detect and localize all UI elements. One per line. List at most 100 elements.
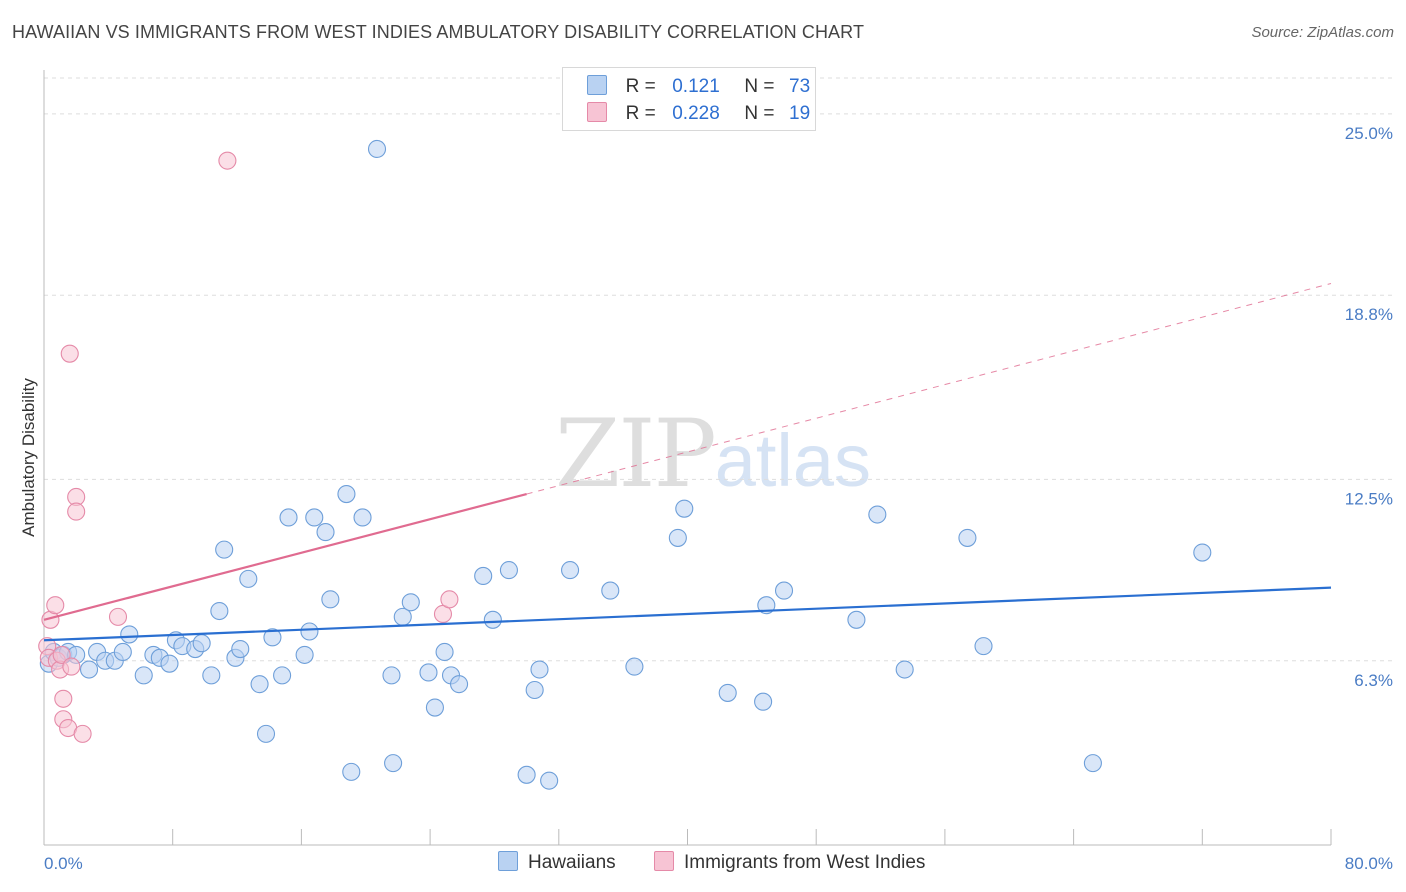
legend-label: Immigrants from West Indies bbox=[684, 852, 926, 873]
hawaiian-point bbox=[958, 528, 977, 547]
n-value: 19 bbox=[789, 103, 811, 124]
source-label: Source: ZipAtlas.com bbox=[1251, 24, 1394, 41]
hawaiian-point bbox=[895, 660, 914, 679]
legend-item-hawaiians: Hawaiians bbox=[498, 851, 616, 874]
west-indies-point bbox=[218, 151, 237, 170]
west-indies-point bbox=[54, 689, 73, 708]
hawaiian-point bbox=[757, 596, 776, 615]
hawaiian-point bbox=[300, 622, 319, 641]
hawaiian-point bbox=[120, 625, 139, 644]
hawaiian-point bbox=[250, 675, 269, 694]
west-indies-trend-line bbox=[43, 492, 527, 621]
y-tick-label: 6.3% bbox=[1354, 671, 1393, 690]
hawaiian-point bbox=[561, 561, 580, 580]
hawaiian-point bbox=[868, 505, 887, 524]
west-indies-point bbox=[46, 596, 65, 615]
r-label: R = bbox=[625, 103, 656, 124]
hawaiian-point bbox=[974, 637, 993, 656]
west-indies-trend-extension bbox=[526, 283, 1332, 495]
hawaiian-point bbox=[425, 698, 444, 717]
legend-label: Hawaiians bbox=[528, 852, 616, 873]
hawaiian-point bbox=[231, 640, 250, 659]
stats-legend: R = 0.121 N = 73 R = 0.228 N = 19 bbox=[562, 67, 816, 131]
y-tick-label: 25.0% bbox=[1345, 124, 1393, 143]
hawaiian-point bbox=[134, 666, 153, 685]
hawaiian-point bbox=[273, 666, 292, 685]
hawaiian-point bbox=[530, 660, 549, 679]
chart-title: HAWAIIAN VS IMMIGRANTS FROM WEST INDIES … bbox=[12, 22, 865, 42]
x-tick-label: 0.0% bbox=[44, 854, 83, 873]
watermark-atlas: atlas bbox=[714, 419, 872, 502]
hawaiian-point bbox=[384, 754, 403, 773]
hawaiian-point bbox=[239, 569, 258, 588]
hawaiian-point bbox=[499, 561, 518, 580]
watermark: ZIPatlas bbox=[555, 400, 871, 509]
hawaiian-point bbox=[342, 762, 361, 781]
hawaiian-point bbox=[256, 724, 276, 743]
hawaiian-point bbox=[754, 692, 773, 711]
west-indies-point bbox=[52, 645, 71, 664]
west-indies-swatch bbox=[587, 102, 607, 122]
hawaiian-point bbox=[113, 642, 132, 662]
hawaiian-point bbox=[192, 634, 211, 653]
legend-item-west-indies: Immigrants from West Indies bbox=[654, 851, 925, 874]
hawaiian-point bbox=[419, 663, 438, 682]
west-indies-point bbox=[108, 607, 128, 626]
hawaiian-point bbox=[305, 508, 324, 527]
hawaiian-point bbox=[382, 666, 401, 685]
hawaiian-point bbox=[279, 508, 298, 527]
series-legend: Hawaiians Immigrants from West Indies bbox=[0, 851, 1406, 879]
west-indies-point bbox=[440, 590, 459, 609]
hawaiian-point bbox=[774, 581, 794, 600]
hawaiian-point bbox=[517, 765, 536, 784]
stats-legend-row-west-indies: R = 0.228 N = 19 bbox=[587, 102, 810, 126]
hawaiian-point bbox=[202, 666, 221, 685]
hawaiians-swatch bbox=[587, 75, 607, 95]
hawaiian-point bbox=[474, 566, 493, 585]
hawaiian-point bbox=[160, 654, 179, 673]
x-tick-label: 80.0% bbox=[1345, 854, 1393, 873]
hawaiian-point bbox=[316, 523, 335, 542]
hawaiian-point bbox=[295, 645, 314, 664]
hawaiians-swatch bbox=[498, 851, 518, 871]
hawaiian-point bbox=[525, 680, 544, 700]
hawaiian-point bbox=[353, 508, 372, 527]
n-label: N = bbox=[744, 76, 775, 97]
hawaiian-point bbox=[718, 683, 737, 702]
west-indies-point bbox=[67, 502, 86, 521]
hawaiian-point bbox=[540, 771, 559, 790]
watermark-zip: ZIP bbox=[555, 400, 717, 509]
hawaiian-point bbox=[1193, 543, 1212, 562]
hawaiian-point bbox=[601, 581, 620, 600]
west-indies-point bbox=[60, 344, 79, 363]
hawaiians-trend-line bbox=[43, 586, 1332, 642]
hawaiian-point bbox=[1083, 754, 1102, 773]
hawaiian-point bbox=[668, 528, 687, 547]
r-value: 0.228 bbox=[672, 103, 720, 124]
hawaiian-point bbox=[483, 610, 502, 629]
hawaiian-point bbox=[215, 540, 234, 559]
n-value: 73 bbox=[789, 76, 811, 97]
hawaiian-point bbox=[79, 660, 99, 679]
hawaiian-point bbox=[450, 675, 469, 694]
stats-legend-row-hawaiians: R = 0.121 N = 73 bbox=[587, 75, 810, 99]
y-tick-label: 12.5% bbox=[1345, 489, 1393, 508]
hawaiian-point bbox=[210, 601, 229, 621]
west-indies-swatch bbox=[654, 851, 674, 871]
hawaiian-point bbox=[263, 628, 282, 647]
west-indies-point bbox=[62, 657, 81, 676]
y-tick-label: 18.8% bbox=[1345, 305, 1393, 324]
n-label: N = bbox=[744, 103, 775, 124]
y-axis-label: Ambulatory Disability bbox=[19, 378, 38, 537]
hawaiian-point bbox=[435, 642, 454, 662]
r-label: R = bbox=[625, 76, 656, 97]
hawaiian-point bbox=[321, 590, 340, 609]
hawaiian-point bbox=[401, 593, 420, 612]
hawaiian-point bbox=[847, 610, 866, 629]
west-indies-point bbox=[73, 724, 92, 743]
hawaiian-point bbox=[367, 139, 387, 159]
hawaiian-point bbox=[337, 485, 356, 504]
hawaiian-point bbox=[675, 499, 694, 518]
hawaiian-point bbox=[625, 657, 644, 676]
